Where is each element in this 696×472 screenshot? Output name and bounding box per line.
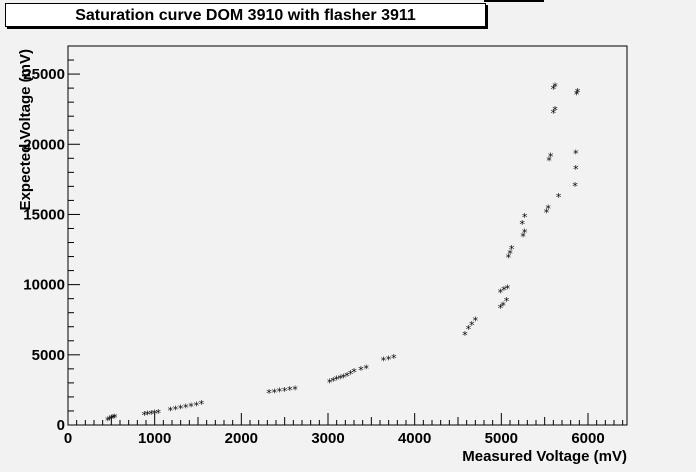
data-point: * [276, 386, 283, 399]
data-point: * [111, 412, 118, 425]
data-point: * [144, 408, 151, 421]
x-tick-label: 2000 [225, 430, 258, 447]
data-point: * [351, 366, 358, 379]
chart-title: Saturation curve DOM 3910 with flasher 3… [75, 7, 416, 24]
data-point: * [287, 384, 294, 397]
y-tick-label: 20000 [23, 136, 65, 153]
data-point: * [503, 295, 510, 308]
data-point: * [521, 211, 528, 224]
data-point: * [550, 83, 557, 96]
data-point: * [188, 401, 195, 414]
data-point: * [573, 163, 580, 176]
data-point: * [462, 329, 469, 342]
data-point: * [552, 104, 559, 117]
data-point: * [340, 372, 347, 385]
data-point: * [508, 243, 515, 256]
data-point: * [333, 374, 340, 387]
data-point: * [326, 376, 333, 389]
data-point: * [105, 415, 112, 428]
frame-line [484, 0, 544, 2]
data-point: * [469, 319, 476, 332]
data-point: * [183, 401, 190, 414]
data-point: * [500, 299, 507, 312]
data-point: * [281, 385, 288, 398]
y-tick-label: 5000 [32, 347, 65, 364]
data-point: * [546, 155, 553, 168]
data-point: * [193, 400, 200, 413]
data-point: * [547, 150, 554, 163]
x-tick-label: 6000 [571, 430, 604, 447]
data-point: * [550, 107, 557, 120]
data-point: * [151, 408, 158, 421]
data-point: * [337, 373, 344, 386]
x-tick-label: 4000 [398, 430, 431, 447]
data-point: * [501, 284, 508, 297]
plot-frame [67, 45, 628, 426]
data-point: * [385, 353, 392, 366]
x-tick-label: 5000 [485, 430, 518, 447]
data-point: * [106, 414, 113, 427]
data-point: * [172, 403, 179, 416]
data-point: * [573, 148, 580, 161]
data-point: * [521, 226, 528, 239]
data-point: * [167, 405, 174, 418]
data-point: * [545, 202, 552, 215]
data-point: * [266, 387, 273, 400]
data-point: * [358, 364, 365, 377]
x-tick-label: 3000 [311, 430, 344, 447]
x-tick-label: 1000 [138, 430, 171, 447]
data-point: * [148, 408, 155, 421]
data-point: * [108, 413, 115, 426]
y-tick-label: 15000 [23, 206, 65, 223]
data-point: * [505, 252, 512, 265]
data-point: * [198, 398, 205, 411]
data-point: * [543, 207, 550, 220]
data-point: * [497, 302, 504, 315]
x-axis-title: Measured Voltage (mV) [462, 448, 627, 465]
data-point: * [391, 352, 398, 365]
chart-title-box: Saturation curve DOM 3910 with flasher 3… [5, 3, 486, 27]
data-point: * [347, 368, 354, 381]
data-point: * [555, 191, 562, 204]
data-point: * [330, 375, 337, 388]
data-point: * [271, 386, 278, 399]
y-tick-label: 25000 [23, 66, 65, 83]
y-tick-label: 10000 [23, 277, 65, 294]
data-point: * [292, 384, 299, 397]
data-point: * [573, 89, 580, 102]
data-point: * [465, 323, 472, 336]
data-point: * [572, 180, 579, 193]
data-point: * [574, 86, 581, 99]
y-tick-label: 0 [57, 417, 65, 434]
data-point: * [344, 370, 351, 383]
data-point: * [504, 282, 511, 295]
data-point: * [497, 287, 504, 300]
data-point: * [141, 409, 148, 422]
data-point: * [177, 402, 184, 415]
data-point: * [380, 355, 387, 368]
data-point: * [110, 412, 117, 425]
data-point: * [472, 315, 479, 328]
data-point: * [552, 80, 559, 93]
data-point: * [155, 407, 162, 420]
data-point: * [520, 231, 527, 244]
data-point: * [507, 247, 514, 260]
data-point: * [363, 362, 370, 375]
y-axis-title: Expected Voltage (mV) [17, 49, 34, 210]
data-point: * [519, 218, 526, 231]
x-tick-label: 0 [64, 430, 72, 447]
